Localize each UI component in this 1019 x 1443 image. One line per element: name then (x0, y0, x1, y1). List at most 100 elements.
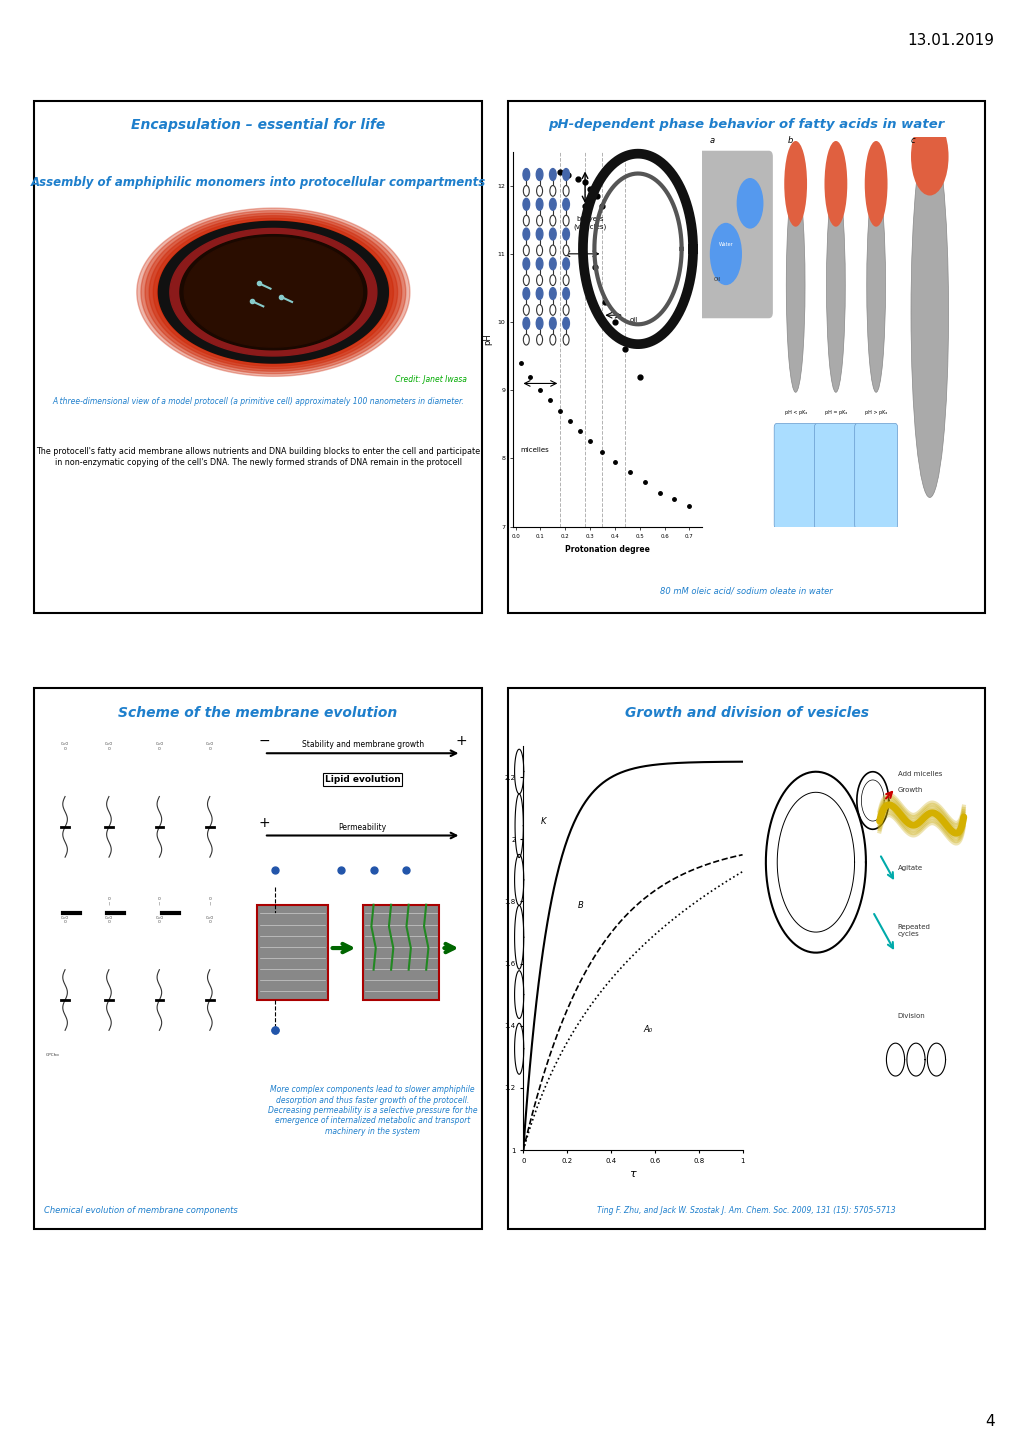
Text: C=O
O: C=O O (105, 743, 113, 750)
Circle shape (549, 258, 555, 270)
Text: +: + (455, 733, 467, 747)
Text: b: b (787, 136, 792, 144)
FancyBboxPatch shape (257, 905, 327, 1000)
Circle shape (523, 335, 529, 345)
Circle shape (523, 186, 529, 196)
Text: O
|: O | (107, 898, 110, 906)
Circle shape (536, 335, 542, 345)
Text: 80 mM oleic acid/ sodium oleate in water: 80 mM oleic acid/ sodium oleate in water (659, 587, 833, 596)
Text: C=O
O: C=O O (61, 916, 69, 924)
Text: c: c (910, 136, 915, 144)
X-axis label: $\tau$: $\tau$ (628, 1169, 637, 1179)
Polygon shape (153, 218, 393, 367)
Circle shape (562, 186, 569, 196)
Circle shape (523, 304, 529, 315)
Circle shape (536, 198, 542, 211)
Text: O
|: O | (208, 898, 211, 906)
Polygon shape (179, 235, 367, 349)
Ellipse shape (910, 118, 948, 196)
FancyBboxPatch shape (34, 688, 482, 1229)
FancyBboxPatch shape (507, 101, 984, 613)
Circle shape (562, 335, 569, 345)
Polygon shape (141, 211, 406, 374)
Text: K: K (540, 817, 546, 825)
Text: A three-dimensional view of a model protocell (a primitive cell) approximately 1: A three-dimensional view of a model prot… (52, 397, 464, 405)
Ellipse shape (736, 177, 762, 228)
Circle shape (562, 198, 569, 211)
Circle shape (549, 186, 555, 196)
Circle shape (536, 274, 542, 286)
Polygon shape (145, 214, 401, 371)
Circle shape (562, 304, 569, 315)
Text: Agitate: Agitate (897, 866, 922, 872)
Text: B: B (578, 900, 583, 909)
Circle shape (523, 245, 529, 255)
Text: +: + (258, 815, 269, 830)
Circle shape (536, 317, 542, 329)
FancyBboxPatch shape (773, 423, 816, 528)
Text: oil: oil (629, 317, 637, 323)
Text: C=O
O: C=O O (61, 743, 69, 750)
Text: Chemical evolution of membrane components: Chemical evolution of membrane component… (44, 1206, 237, 1215)
Text: Credit: Janet Iwasa: Credit: Janet Iwasa (395, 375, 467, 384)
Text: GPCho: GPCho (45, 1053, 59, 1058)
Text: pH < pKₐ: pH < pKₐ (784, 410, 806, 414)
Circle shape (536, 215, 542, 227)
Text: Assembly of amphiphilic monomers into protocellular compartments: Assembly of amphiphilic monomers into pr… (31, 176, 485, 189)
Ellipse shape (709, 222, 741, 286)
Circle shape (523, 258, 529, 270)
Ellipse shape (784, 141, 806, 227)
Text: The protocell's fatty acid membrane allows nutrients and DNA building blocks to : The protocell's fatty acid membrane allo… (36, 447, 480, 466)
Ellipse shape (910, 127, 948, 498)
Circle shape (523, 215, 529, 227)
Circle shape (562, 258, 569, 270)
Text: 13.01.2019: 13.01.2019 (907, 33, 994, 48)
Circle shape (562, 274, 569, 286)
Y-axis label: pH: pH (483, 333, 491, 345)
Circle shape (549, 215, 555, 227)
FancyBboxPatch shape (854, 423, 897, 528)
Polygon shape (149, 215, 397, 369)
Polygon shape (158, 221, 388, 364)
Text: Oil: Oil (713, 277, 720, 283)
X-axis label: Protonation degree: Protonation degree (565, 545, 649, 554)
Polygon shape (157, 221, 389, 364)
Text: Water: Water (717, 242, 733, 247)
Text: C=O
O: C=O O (155, 916, 163, 924)
Circle shape (549, 317, 555, 329)
Text: C=O
O: C=O O (206, 743, 214, 750)
Text: C=O
O: C=O O (155, 743, 163, 750)
Circle shape (536, 304, 542, 315)
Polygon shape (137, 208, 410, 377)
Text: −: − (258, 733, 269, 747)
Text: pH = pKₐ: pH = pKₐ (824, 410, 846, 414)
Text: Permeability: Permeability (338, 823, 386, 831)
Ellipse shape (786, 177, 804, 392)
Circle shape (523, 287, 529, 300)
Text: bilayers
(vesicles): bilayers (vesicles) (573, 216, 606, 229)
Ellipse shape (864, 141, 887, 227)
FancyBboxPatch shape (813, 423, 857, 528)
Ellipse shape (823, 141, 847, 227)
Text: C=O
O: C=O O (206, 916, 214, 924)
Circle shape (562, 215, 569, 227)
Circle shape (549, 335, 555, 345)
Circle shape (549, 245, 555, 255)
Text: micelles: micelles (520, 447, 548, 453)
Text: Lipid evolution: Lipid evolution (324, 775, 400, 784)
Circle shape (562, 169, 569, 180)
Text: Stability and membrane growth: Stability and membrane growth (302, 740, 423, 749)
Circle shape (536, 245, 542, 255)
Circle shape (523, 169, 529, 180)
Text: pH-dependent phase behavior of fatty acids in water: pH-dependent phase behavior of fatty aci… (548, 118, 944, 131)
Circle shape (523, 317, 529, 329)
Circle shape (549, 287, 555, 300)
Text: Division: Division (897, 1013, 924, 1019)
Text: Scheme of the membrane evolution: Scheme of the membrane evolution (118, 706, 397, 720)
Circle shape (523, 228, 529, 240)
Circle shape (536, 258, 542, 270)
Text: 4: 4 (984, 1414, 994, 1429)
Text: Repeated
cycles: Repeated cycles (897, 924, 929, 937)
Circle shape (562, 245, 569, 255)
Circle shape (562, 317, 569, 329)
